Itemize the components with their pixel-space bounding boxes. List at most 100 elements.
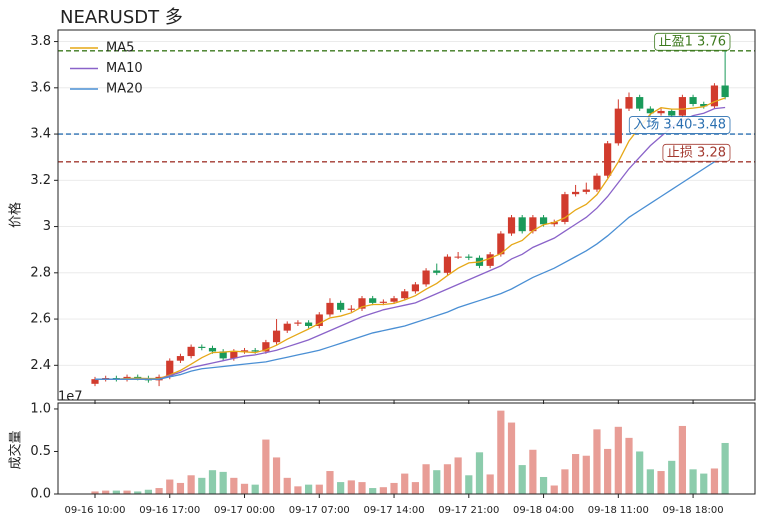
volume-bar — [518, 465, 526, 494]
x-tick-label: 09-18 04:00 — [513, 505, 574, 516]
volume-bar — [625, 437, 633, 494]
candle-body — [347, 308, 355, 310]
candle-body — [240, 350, 249, 352]
volume-bar — [198, 477, 206, 494]
candle-body — [422, 270, 430, 285]
candle-body — [134, 376, 142, 379]
level-label-text: 止损 3.28 — [667, 145, 726, 160]
y-tick-label: 0.5 — [30, 444, 51, 459]
level-label: 入场 3.40-3.48 — [628, 116, 731, 134]
legend-label: MA20 — [106, 82, 143, 97]
volume-bar — [614, 426, 622, 494]
volume-bar — [497, 410, 505, 494]
y-tick-label: 1.0 — [30, 401, 51, 416]
volume-bar — [593, 429, 601, 494]
candle-body — [187, 346, 195, 357]
offset-label: 1e7 — [58, 390, 83, 405]
volume-bar — [219, 471, 227, 494]
candle-body — [401, 291, 409, 299]
ma-line — [95, 152, 726, 380]
volume-bar — [401, 473, 409, 494]
volume-bar — [187, 475, 195, 494]
candle-body — [518, 217, 526, 232]
candle-body — [337, 302, 345, 310]
volume-bar — [486, 474, 494, 494]
y-tick-label: 2.4 — [30, 358, 51, 373]
volume-bar — [337, 482, 345, 494]
volume-bar — [379, 487, 387, 494]
y-axis-label: 价格 — [8, 202, 24, 228]
candle-body — [305, 322, 313, 326]
candle-body — [166, 360, 174, 377]
plot-frame — [57, 402, 756, 495]
volume-bar — [465, 475, 473, 494]
volume-axis-label: 成交量 — [8, 430, 24, 469]
candle-body — [625, 97, 633, 109]
volume-bar — [326, 471, 334, 494]
x-tick-label: 09-17 14:00 — [364, 505, 425, 516]
volume-bar — [646, 469, 654, 494]
candle-body — [411, 284, 419, 292]
candle-body — [433, 270, 441, 273]
candle-body — [198, 346, 206, 348]
x-tick-label: 09-16 17:00 — [139, 505, 200, 516]
candle-body — [390, 298, 398, 302]
volume-bar — [636, 451, 644, 494]
candle-body — [230, 351, 238, 359]
volume-bar — [208, 470, 217, 494]
volume-bar — [443, 464, 452, 494]
volume-bar — [112, 490, 120, 494]
candle-body — [668, 110, 676, 116]
x-tick-label: 09-18 11:00 — [588, 505, 649, 516]
y-tick-label: 3 — [43, 219, 51, 234]
candle-body — [550, 221, 558, 225]
candle-body — [582, 189, 590, 192]
candle-body — [539, 217, 548, 225]
volume-bar — [582, 455, 590, 494]
volume-bar — [369, 488, 377, 494]
volume-bar — [507, 422, 516, 494]
volume-bar — [262, 439, 270, 494]
y-tick-label: 3.4 — [30, 127, 51, 142]
candle-body — [529, 217, 537, 232]
volume-bar — [539, 476, 548, 494]
candle-body — [507, 217, 516, 234]
candle-body — [454, 256, 462, 258]
candle-body — [689, 97, 697, 104]
level-label-text: 入场 3.40-3.48 — [633, 118, 726, 133]
volume-bar — [454, 457, 462, 494]
candle-body — [379, 301, 387, 303]
legend-label: MA5 — [106, 41, 134, 56]
volume-bar — [700, 473, 708, 494]
volume-bar — [657, 471, 665, 494]
candle-body — [294, 322, 302, 324]
y-tick-label: 2.8 — [30, 265, 51, 280]
level-label-box — [654, 32, 731, 51]
volume-bar — [710, 468, 719, 494]
candle-body — [486, 254, 494, 266]
candle-body — [710, 85, 719, 107]
ma-line — [95, 97, 726, 380]
candle-body — [561, 194, 569, 222]
candle-body — [262, 342, 270, 352]
level-label: 止盈1 3.76 — [654, 32, 731, 51]
candle-body — [700, 104, 708, 107]
candle-body — [369, 298, 377, 303]
volume-bar — [689, 469, 697, 494]
level-label-box — [662, 143, 731, 162]
volume-bar — [166, 479, 174, 494]
candle-body — [614, 108, 622, 144]
chart-title: NEARUSDT 多 — [60, 7, 183, 28]
level-label-text: 止盈1 3.76 — [659, 34, 726, 49]
volume-bar — [91, 491, 99, 494]
candle-body — [176, 356, 185, 361]
candle-body — [91, 379, 99, 384]
legend-label: MA10 — [106, 61, 143, 76]
candle-body — [593, 175, 601, 190]
volume-bar — [251, 484, 259, 494]
volume-bar — [315, 484, 323, 494]
volume-bar — [305, 484, 313, 494]
volume-bar — [272, 457, 281, 494]
volume-bar — [433, 470, 441, 494]
